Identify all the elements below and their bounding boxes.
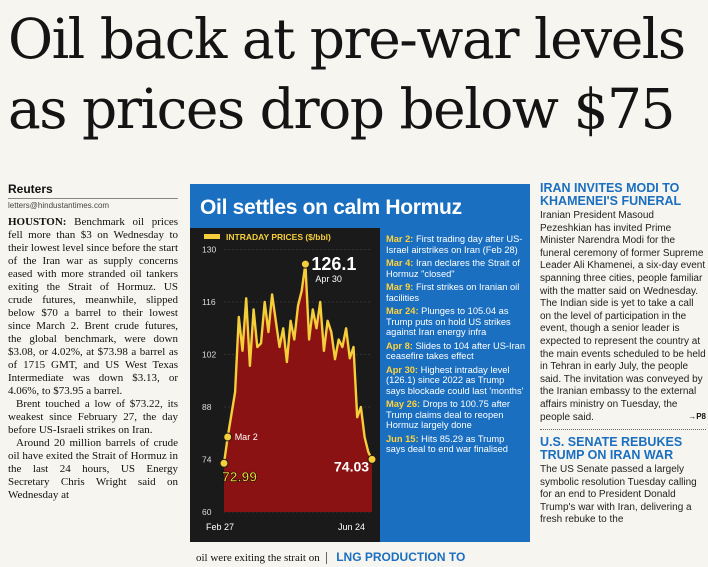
headline-line-1: Oil back at pre-war levels — [8, 7, 686, 71]
event-text: Slides to 104 after US-Iran ceasefire ta… — [386, 340, 526, 362]
annotation-start-value: 72.99 — [222, 468, 257, 484]
article-continuation: oil were exiting the strait on — [196, 552, 320, 564]
byline: Reuters — [8, 182, 53, 196]
sidebar-column: IRAN INVITES MODI TO KHAMENEI'S FUNERAL … — [540, 182, 706, 527]
article-paragraph: HOUSTON: Benchmark oil prices fell more … — [8, 216, 178, 398]
oil-price-graphic: Oil settles on calm Hormuz 60 74 88 102 116 1… — [190, 184, 530, 542]
timeline-event: Mar 2: First trading day after US-Israel… — [386, 234, 526, 255]
paragraph-text: Benchmark oil prices fell more than $3 o… — [8, 216, 178, 397]
dateline: HOUSTON: — [8, 216, 67, 228]
annotation-point — [219, 458, 229, 468]
legend-swatch — [204, 234, 220, 239]
y-tick-label: 116 — [202, 297, 216, 307]
article-column: Reuters letters@hindustantimes.com HOUST… — [8, 182, 178, 502]
article-paragraph: Brent touched a low of $73.22, its weake… — [8, 398, 178, 436]
y-tick-label: 88 — [202, 402, 212, 412]
event-text: First strikes on Iranian oil facilities — [386, 282, 520, 303]
annotation-label: Mar 2 — [235, 432, 258, 442]
price-line — [222, 262, 374, 464]
column-separator — [326, 552, 328, 565]
annotation-end-value: 74.03 — [334, 458, 369, 474]
event-text: Iran declares the Strait of Hormuz "clos… — [386, 258, 520, 279]
article-paragraph: Around 20 million barrels of crude oil h… — [8, 437, 178, 501]
y-tick-label: 74 — [202, 455, 212, 465]
bottom-strip: oil were exiting the strait on LNG PRODU… — [196, 550, 466, 565]
event-date: May 26: — [386, 399, 421, 409]
sidebar-headline-2: U.S. SENATE REBUKES TRUMP ON IRAN WAR — [540, 435, 683, 463]
event-text: First trading day after US-Israel airstr… — [386, 234, 523, 255]
annotation-point — [367, 454, 377, 464]
annotation-peak-date: Apr 30 — [315, 274, 342, 284]
event-date: Mar 2: — [386, 234, 414, 244]
event-date: Mar 4: — [386, 258, 414, 268]
event-date: Apr 8: — [386, 340, 413, 351]
price-area — [224, 264, 372, 512]
annotation-peak-value: 126.1 — [311, 254, 356, 274]
price-chart-svg: 60 74 88 102 116 130 INTRADAY PRICES ($/bbl) 12… — [202, 232, 377, 532]
x-tick-label: Jun 24 — [338, 522, 365, 532]
jump-page-ref[interactable]: →P8 — [688, 412, 706, 422]
article-body: HOUSTON: Benchmark oil prices fell more … — [8, 216, 178, 502]
y-tick-label: 102 — [202, 350, 216, 360]
byline-email: letters@hindustantimes.com — [8, 201, 110, 210]
event-text: Highest intraday level (126.1) since 202… — [386, 364, 524, 396]
timeline-event: Apr 30: Highest intraday level (126.1) s… — [386, 365, 526, 397]
price-chart: 60 74 88 102 116 130 INTRADAY PRICES ($/bbl) 12… — [190, 228, 380, 542]
y-tick-label: 60 — [202, 507, 212, 517]
timeline-events: Mar 2: First trading day after US-Israel… — [386, 234, 526, 458]
event-date: Jun 15: — [386, 433, 419, 444]
graphic-title: Oil settles on calm Hormuz — [200, 196, 462, 219]
event-text: Hits 85.29 as Trump says deal to end war… — [386, 433, 508, 455]
event-date: Apr 30: — [386, 364, 419, 375]
sidebar-body-2: The US Senate passed a largely symbolic … — [540, 464, 697, 526]
sidebar-divider — [540, 429, 706, 431]
sidebar-body-1: Iranian President Masoud Pezeshkian has … — [540, 210, 706, 423]
x-tick-label: Feb 27 — [206, 522, 234, 532]
teaser-headline: LNG PRODUCTION TO — [336, 550, 466, 564]
headline-line-2: as prices drop below $75 — [8, 77, 675, 141]
timeline-event: Mar 24: Plunges to 105.04 as Trump puts … — [386, 306, 526, 338]
event-date: Mar 24: — [386, 306, 419, 316]
annotation-point — [300, 259, 310, 269]
event-text: Drops to 100.75 after Trump claims deal … — [386, 399, 511, 430]
y-tick-label: 130 — [202, 245, 216, 255]
event-text: Plunges to 105.04 as Trump puts on hold … — [386, 306, 511, 337]
timeline-event: Apr 8: Slides to 104 after US-Iran cease… — [386, 341, 526, 362]
event-date: Mar 9: — [386, 282, 414, 292]
headline: Oil back at pre-war levels as prices dro… — [8, 4, 708, 144]
sidebar-headline-1: IRAN INVITES MODI TO KHAMENEI'S FUNERAL — [540, 181, 682, 208]
timeline-event: Jun 15: Hits 85.29 as Trump says deal to… — [386, 434, 526, 455]
timeline-event: Mar 4: Iran declares the Strait of Hormu… — [386, 258, 526, 279]
legend-label: INTRADAY PRICES ($/bbl) — [226, 232, 331, 242]
timeline-event: May 26: Drops to 100.75 after Trump clai… — [386, 399, 526, 431]
timeline-event: Mar 9: First strikes on Iranian oil faci… — [386, 282, 526, 303]
annotation-point — [223, 432, 233, 442]
byline-rule — [8, 198, 178, 199]
